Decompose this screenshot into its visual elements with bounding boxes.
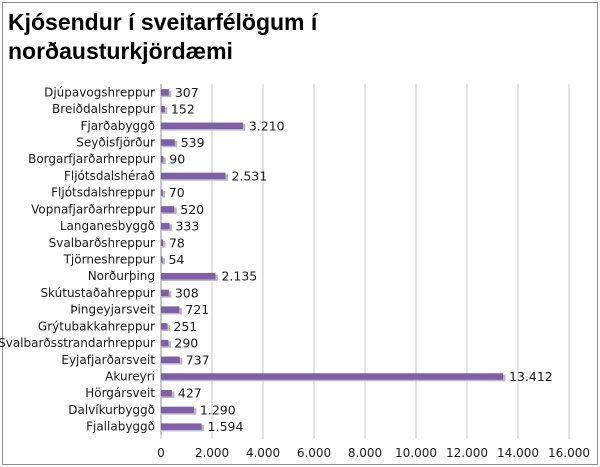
category-label: Grýtubakkahreppur	[38, 319, 155, 333]
category-label: Tjörneshreppur	[63, 253, 155, 267]
bar	[161, 256, 163, 263]
bar	[161, 222, 170, 230]
category-label: Eyjafjarðarsveit	[61, 353, 155, 367]
category-label: Djúpavogshreppur	[44, 85, 155, 99]
data-label: 539	[181, 135, 205, 150]
data-label: 308	[175, 285, 199, 300]
data-label: 251	[173, 319, 197, 334]
x-tick-label: 12.000	[446, 446, 488, 460]
bar-shadow	[162, 190, 166, 198]
category-label: Hörgársveit	[85, 386, 155, 400]
data-label: 333	[175, 219, 199, 234]
category-label: Fjarðabyggð	[80, 119, 155, 133]
category-label: Breiðdalshreppur	[52, 102, 155, 116]
bar-shadow	[162, 157, 166, 164]
bar	[161, 339, 169, 347]
bar	[161, 89, 169, 96]
bar	[161, 389, 172, 397]
data-label: 290	[174, 336, 198, 351]
category-label: Fljótsdalshreppur	[51, 186, 155, 200]
x-tick-label: 6.000	[297, 446, 331, 460]
bar	[161, 139, 175, 146]
bar	[161, 306, 180, 313]
x-tick-label: 14.000	[497, 446, 539, 460]
bar	[161, 373, 504, 380]
category-label: Fljótsdalshérað	[64, 169, 155, 183]
x-tick-label: 4.000	[246, 446, 280, 460]
bar	[161, 272, 216, 280]
data-label: 3.210	[249, 118, 285, 133]
category-label: Svalbarðshreppur	[49, 236, 155, 250]
category-label: Fjallabyggð	[86, 420, 155, 434]
data-label: 737	[186, 352, 210, 367]
data-label: 721	[185, 302, 209, 317]
bar	[161, 423, 202, 430]
data-label: 152	[171, 102, 195, 117]
bar	[161, 323, 168, 330]
bar	[161, 239, 163, 247]
data-label: 90	[169, 152, 185, 167]
bar	[161, 406, 194, 414]
data-label: 520	[180, 202, 204, 217]
bar-shadow	[162, 257, 165, 265]
x-tick-label: 2.000	[195, 446, 229, 460]
data-label: 2.531	[232, 168, 268, 183]
category-label: Þingeyjarsveit	[70, 303, 155, 317]
data-label: 307	[175, 85, 199, 100]
category-label: Vopnafjarðarhreppur	[31, 202, 155, 216]
category-label: Seyðisfjörður	[76, 136, 155, 150]
category-label: Skútustaðahreppur	[40, 286, 155, 300]
data-label: 1.594	[208, 419, 244, 434]
bar-shadow	[162, 241, 166, 248]
data-label: 13.412	[509, 369, 553, 384]
data-label: 54	[169, 252, 185, 267]
chart-title: Kjósendur í sveitarfélögum í norðausturk…	[8, 9, 318, 64]
bar	[161, 155, 164, 163]
category-label: Borgarfjarðarhreppur	[28, 152, 155, 166]
bar	[161, 122, 243, 130]
x-tick-label: 10.000	[395, 446, 437, 460]
category-label: Akureyri	[105, 370, 155, 384]
data-label: 78	[169, 235, 185, 250]
x-tick-label: 8.000	[348, 446, 382, 460]
data-label: 2.135	[221, 269, 257, 284]
bar	[161, 356, 180, 364]
data-label: 70	[169, 185, 185, 200]
data-label: 427	[178, 386, 202, 401]
category-label: Svalbarðsstrandarhreppur	[0, 336, 155, 350]
x-tick-label: 16.000	[548, 446, 590, 460]
x-tick-label: 0	[157, 446, 165, 460]
category-label: Norðurþing	[88, 269, 155, 283]
bar	[161, 105, 165, 113]
bar	[161, 172, 226, 180]
bar	[161, 189, 163, 196]
bar	[161, 206, 175, 213]
category-label: Langanesbyggð	[60, 219, 155, 233]
bar	[161, 289, 169, 297]
category-label: Dalvíkurbyggð	[68, 403, 155, 417]
data-label: 1.290	[200, 402, 236, 417]
